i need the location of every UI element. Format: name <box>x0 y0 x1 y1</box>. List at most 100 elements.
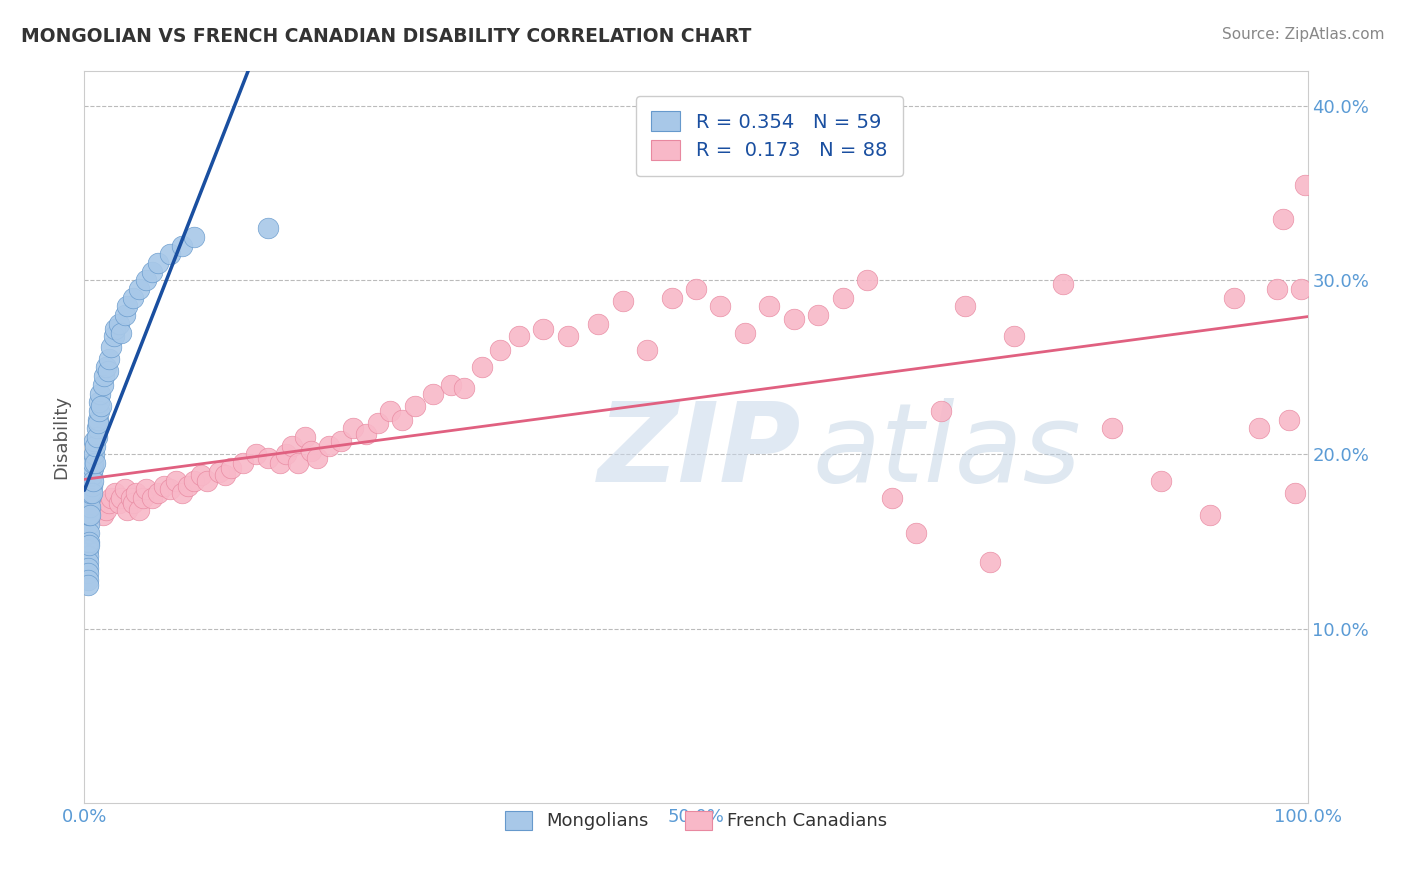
Point <box>807 308 830 322</box>
Point <box>190 468 212 483</box>
Point <box>208 465 231 479</box>
Point <box>1272 212 1295 227</box>
Point <box>953 300 976 314</box>
Point <box>115 503 138 517</box>
Point <box>1002 329 1025 343</box>
Point <box>299 444 322 458</box>
Point <box>96 360 118 375</box>
Point <box>404 399 426 413</box>
Point <box>122 496 145 510</box>
Point <box>141 491 163 505</box>
Point <box>165 474 187 488</box>
Point <box>91 377 114 392</box>
Point <box>245 448 267 462</box>
Point <box>257 450 280 465</box>
Point <box>1247 421 1270 435</box>
Point <box>636 343 658 357</box>
Point <box>100 491 122 505</box>
Point <box>831 291 853 305</box>
Point <box>232 456 254 470</box>
Point <box>77 534 100 549</box>
Point <box>107 496 129 510</box>
Point <box>391 412 413 426</box>
Point <box>77 566 100 580</box>
Point <box>612 294 634 309</box>
Point <box>214 468 236 483</box>
Point <box>87 404 110 418</box>
Point <box>172 485 194 500</box>
Point <box>856 273 879 287</box>
Point <box>82 456 104 470</box>
Point <box>172 238 194 252</box>
Point <box>305 450 328 465</box>
Point <box>90 399 112 413</box>
Point <box>905 525 928 540</box>
Point <box>146 256 169 270</box>
Point <box>1150 474 1173 488</box>
Point <box>80 468 103 483</box>
Point <box>77 543 100 558</box>
Point <box>685 282 707 296</box>
Point <box>122 291 145 305</box>
Point <box>115 300 138 314</box>
Point <box>110 326 132 340</box>
Point <box>110 491 132 505</box>
Point <box>281 439 304 453</box>
Point <box>84 439 107 453</box>
Point <box>89 386 111 401</box>
Point <box>287 456 309 470</box>
Point <box>471 360 494 375</box>
Point <box>79 485 101 500</box>
Point <box>77 538 100 552</box>
Point <box>77 578 100 592</box>
Point <box>97 364 120 378</box>
Point <box>153 479 176 493</box>
Point <box>929 404 952 418</box>
Point <box>1101 421 1123 435</box>
Point <box>979 556 1001 570</box>
Point <box>195 474 218 488</box>
Y-axis label: Disability: Disability <box>52 395 70 479</box>
Point <box>177 479 200 493</box>
Point <box>758 300 780 314</box>
Point <box>1278 412 1301 426</box>
Text: Source: ZipAtlas.com: Source: ZipAtlas.com <box>1222 27 1385 42</box>
Point <box>82 461 104 475</box>
Point <box>128 282 150 296</box>
Point <box>489 343 512 357</box>
Point <box>422 386 444 401</box>
Text: MONGOLIAN VS FRENCH CANADIAN DISABILITY CORRELATION CHART: MONGOLIAN VS FRENCH CANADIAN DISABILITY … <box>21 27 751 45</box>
Point <box>734 326 756 340</box>
Point <box>783 311 806 326</box>
Point <box>80 485 103 500</box>
Point <box>1265 282 1288 296</box>
Point <box>77 508 100 523</box>
Point <box>104 322 127 336</box>
Point <box>1294 178 1316 192</box>
Point <box>87 496 110 510</box>
Point <box>100 339 122 353</box>
Point <box>342 421 364 435</box>
Text: ZIP: ZIP <box>598 398 801 505</box>
Point <box>1198 508 1220 523</box>
Point <box>77 556 100 570</box>
Point <box>128 503 150 517</box>
Point <box>77 573 100 587</box>
Point <box>77 500 100 514</box>
Point <box>586 317 609 331</box>
Point <box>77 517 100 532</box>
Point <box>120 491 142 505</box>
Point <box>141 265 163 279</box>
Point <box>1052 277 1074 291</box>
Point <box>83 448 105 462</box>
Point <box>219 461 242 475</box>
Point <box>1284 485 1306 500</box>
Point <box>453 381 475 395</box>
Point <box>87 395 110 409</box>
Point <box>330 434 353 448</box>
Point <box>1223 291 1246 305</box>
Point <box>880 491 903 505</box>
Point <box>93 369 115 384</box>
Point <box>159 247 181 261</box>
Point <box>79 491 101 505</box>
